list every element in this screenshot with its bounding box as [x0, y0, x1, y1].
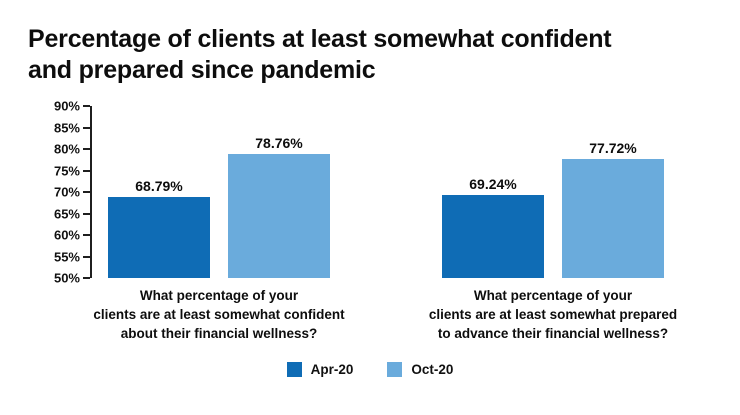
y-tick-mark	[83, 169, 90, 172]
y-tick-mark	[83, 148, 90, 150]
bar-apr-20: 69.24%	[442, 176, 544, 278]
category-label: What percentage of your clients are at le…	[93, 287, 344, 344]
bar-chart: 90% 85% 80% 75% 70% 65% 60% 55% 50% 68.79% 78.76%…	[54, 99, 712, 344]
bar-value-label: 78.76%	[255, 135, 303, 152]
category-label-line: What percentage of your	[473, 288, 633, 303]
y-tick-mark	[83, 212, 90, 215]
y-tick-label: 55%	[53, 249, 80, 264]
legend-label: Oct-20	[411, 361, 454, 377]
legend-label: Apr-20	[310, 361, 354, 377]
category-label-line: clients are at least somewhat prepared	[428, 306, 678, 322]
bar-groups: 68.79% 78.76% 69.24% 77.72%	[92, 106, 712, 278]
category-label-line: about their financial wellness?	[120, 325, 318, 341]
title-line-1: Percentage of clients at least somewhat …	[28, 25, 612, 53]
legend-swatch	[387, 361, 403, 377]
y-tick-mark	[83, 105, 90, 107]
legend-item-oct-20: Oct-20	[387, 361, 454, 377]
bar-value-label: 77.72%	[589, 139, 637, 156]
y-tick-mark	[83, 277, 90, 279]
bar-group: 69.24% 77.72%	[442, 106, 664, 278]
y-tick-mark	[83, 126, 90, 129]
plot: 90% 85% 80% 75% 70% 65% 60% 55% 50% 68.79% 78.76%…	[54, 99, 712, 286]
y-tick-label: 70%	[53, 184, 80, 200]
y-tick-mark	[83, 191, 90, 193]
bar-apr-20: 68.79%	[108, 178, 210, 278]
y-tick-label: 75%	[53, 163, 80, 178]
legend-swatch	[286, 361, 302, 377]
y-tick-mark	[83, 255, 90, 258]
y-tick-label: 80%	[53, 141, 80, 157]
title-line-2: and prepared since pandemic	[28, 56, 376, 84]
y-tick-label: 60%	[53, 227, 80, 243]
bar-value-label: 69.24%	[469, 176, 517, 193]
category-label-line: What percentage of your	[139, 288, 299, 303]
bar-oct-20: 78.76%	[228, 135, 330, 278]
y-tick-label: 50%	[53, 270, 80, 286]
y-tick-label: 90%	[53, 98, 80, 114]
category-label-line: to advance their financial wellness?	[437, 325, 669, 341]
legend-item-apr-20: Apr-20	[286, 361, 354, 377]
category-label: What percentage of your clients are at le…	[429, 287, 677, 344]
y-tick-label: 85%	[53, 120, 80, 135]
category-label-line: clients are at least somewhat confident	[93, 306, 345, 322]
category-labels: What percentage of your clients are at le…	[90, 287, 712, 344]
page-title: Percentage of clients at least somewhat …	[28, 24, 712, 86]
bar-group: 68.79% 78.76%	[108, 106, 330, 278]
y-axis-labels: 90% 85% 80% 75% 70% 65% 60% 55% 50%	[30, 99, 80, 286]
bar-value-label: 68.79%	[135, 178, 183, 195]
y-tick-label: 65%	[53, 206, 80, 221]
chart-legend: Apr-20 Oct-20	[28, 361, 712, 377]
bar-oct-20: 77.72%	[562, 140, 664, 278]
y-tick-mark	[83, 234, 90, 236]
